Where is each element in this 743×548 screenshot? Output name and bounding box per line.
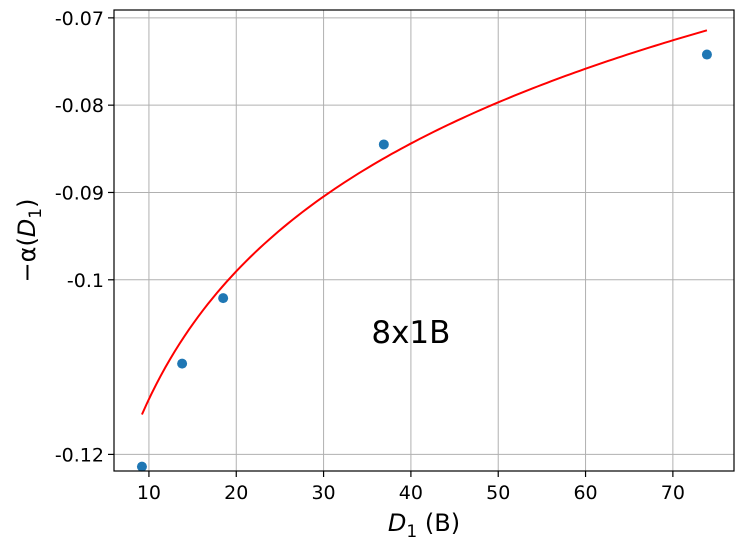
y-axis-label: −α(D1) [13, 199, 46, 283]
x-tick-label: 50 [486, 482, 510, 504]
data-point [701, 49, 712, 60]
y-axis-label-main: D [13, 219, 41, 237]
x-tick-label: 60 [573, 482, 597, 504]
x-tick-label: 10 [137, 482, 161, 504]
x-tick-label: 20 [224, 482, 248, 504]
y-tick-label: -0.07 [55, 8, 104, 30]
x-tick-label: 70 [661, 482, 685, 504]
grid [114, 10, 734, 471]
y-tick-label: -0.09 [55, 182, 104, 204]
data-points [136, 49, 712, 472]
annotation-label: 8x1B [371, 315, 450, 351]
plot-frame [113, 9, 735, 472]
data-point [177, 358, 188, 369]
y-tick-label: -0.12 [55, 444, 104, 466]
axis-ticks: 10 20 30 40 50 60 70 -0.12 -0.1 -0.09 -0.08 -0.07 [55, 8, 685, 504]
x-tick-label: 40 [399, 482, 423, 504]
x-axis-label-main: D [388, 509, 406, 537]
data-point [378, 139, 389, 150]
y-axis-label-suffix: ) [13, 199, 41, 208]
x-tick-label: 30 [311, 482, 335, 504]
fit-curve [141, 29, 708, 415]
x-axis-label-sub: 1 [406, 522, 417, 542]
x-axis-label-suffix: (B) [417, 509, 460, 537]
x-axis-label: D1 (B) [388, 509, 460, 542]
y-tick-label: -0.08 [55, 95, 104, 117]
data-point [218, 293, 229, 304]
y-tick-label: -0.1 [67, 270, 104, 292]
fit-curve-layer [141, 29, 708, 415]
y-axis-label-sub: 1 [26, 208, 46, 219]
y-axis-label-prefix: −α( [13, 237, 41, 282]
data-point [136, 461, 147, 472]
